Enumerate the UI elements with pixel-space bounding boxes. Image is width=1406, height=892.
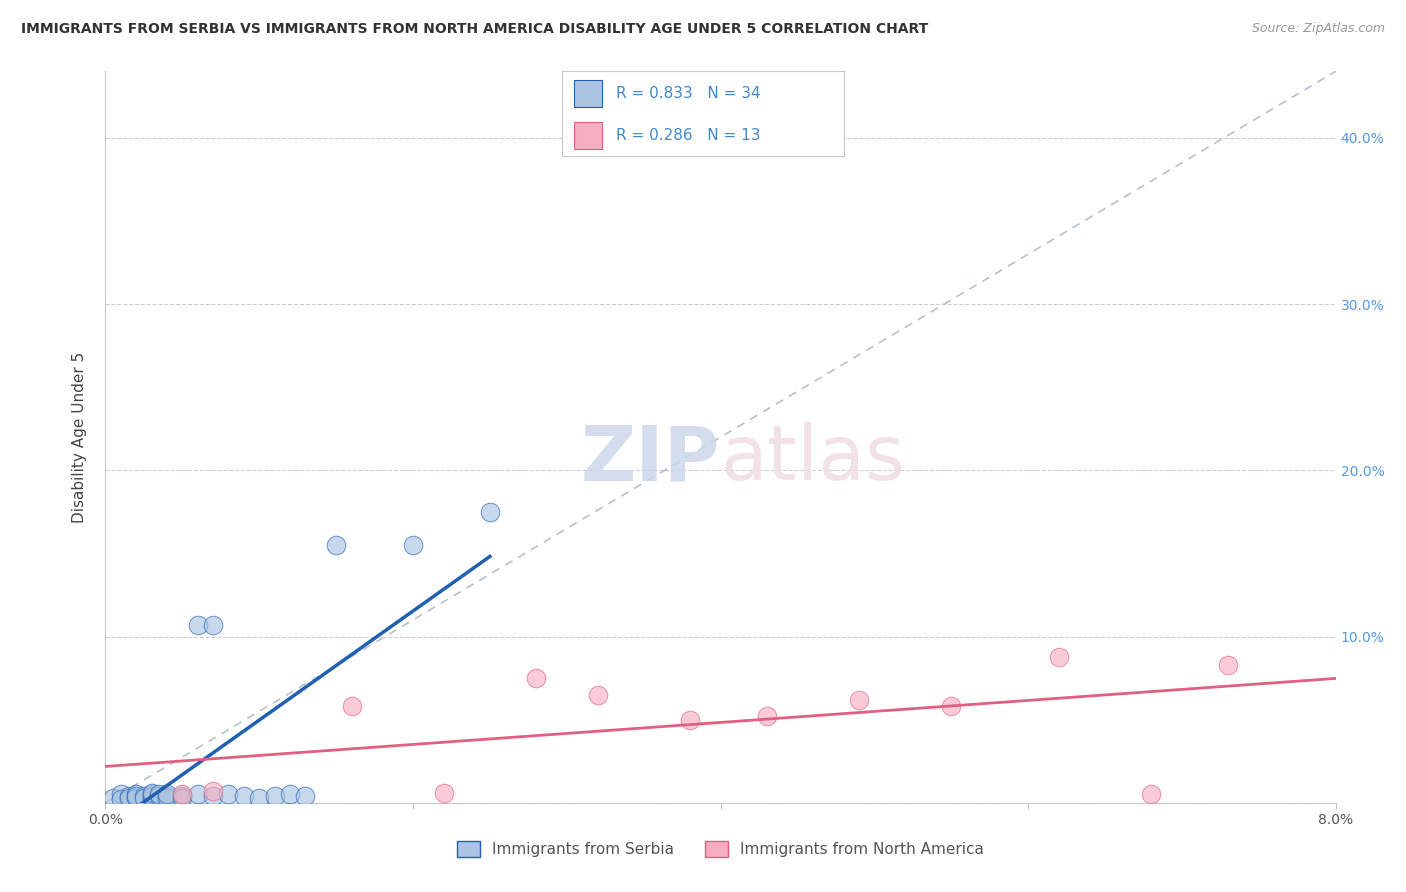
- Point: [278, 788, 301, 802]
- Text: ZIP: ZIP: [581, 422, 721, 496]
- Point: [141, 786, 163, 800]
- Point: [156, 789, 179, 804]
- Point: [755, 709, 778, 723]
- Point: [524, 671, 547, 685]
- Point: [172, 790, 194, 805]
- Point: [117, 789, 139, 804]
- Point: [263, 789, 285, 804]
- Point: [218, 788, 240, 802]
- Text: R = 0.833   N = 34: R = 0.833 N = 34: [616, 86, 761, 101]
- Point: [679, 713, 702, 727]
- Point: [187, 788, 209, 802]
- Point: [402, 538, 425, 552]
- Point: [117, 790, 139, 805]
- Point: [202, 618, 225, 632]
- Point: [433, 786, 456, 800]
- Legend: Immigrants from Serbia, Immigrants from North America: Immigrants from Serbia, Immigrants from …: [450, 833, 991, 864]
- Point: [325, 538, 347, 552]
- Point: [132, 789, 155, 804]
- Text: Source: ZipAtlas.com: Source: ZipAtlas.com: [1251, 22, 1385, 36]
- Point: [187, 618, 209, 632]
- Point: [101, 790, 124, 805]
- Point: [141, 790, 163, 805]
- Point: [232, 789, 254, 804]
- Y-axis label: Disability Age Under 5: Disability Age Under 5: [72, 351, 87, 523]
- Point: [1047, 649, 1070, 664]
- Point: [294, 789, 316, 804]
- Point: [172, 788, 194, 802]
- Point: [141, 788, 163, 802]
- Point: [148, 788, 170, 802]
- Text: atlas: atlas: [721, 422, 905, 496]
- Point: [247, 790, 270, 805]
- Point: [848, 692, 870, 706]
- Point: [172, 789, 194, 804]
- Point: [586, 688, 609, 702]
- Point: [110, 792, 132, 806]
- Point: [941, 699, 963, 714]
- Point: [202, 789, 225, 804]
- Point: [156, 788, 179, 802]
- Point: [156, 790, 179, 805]
- Point: [1140, 788, 1163, 802]
- Point: [148, 789, 170, 804]
- Point: [478, 505, 501, 519]
- Point: [1216, 657, 1239, 672]
- FancyBboxPatch shape: [574, 80, 602, 107]
- Point: [340, 699, 363, 714]
- Point: [125, 789, 148, 804]
- Text: IMMIGRANTS FROM SERBIA VS IMMIGRANTS FROM NORTH AMERICA DISABILITY AGE UNDER 5 C: IMMIGRANTS FROM SERBIA VS IMMIGRANTS FRO…: [21, 22, 928, 37]
- Point: [132, 790, 155, 805]
- FancyBboxPatch shape: [574, 122, 602, 149]
- Point: [125, 790, 148, 805]
- Point: [202, 784, 225, 798]
- Point: [110, 788, 132, 802]
- Point: [125, 788, 148, 802]
- Text: R = 0.286   N = 13: R = 0.286 N = 13: [616, 128, 761, 144]
- Point: [141, 789, 163, 804]
